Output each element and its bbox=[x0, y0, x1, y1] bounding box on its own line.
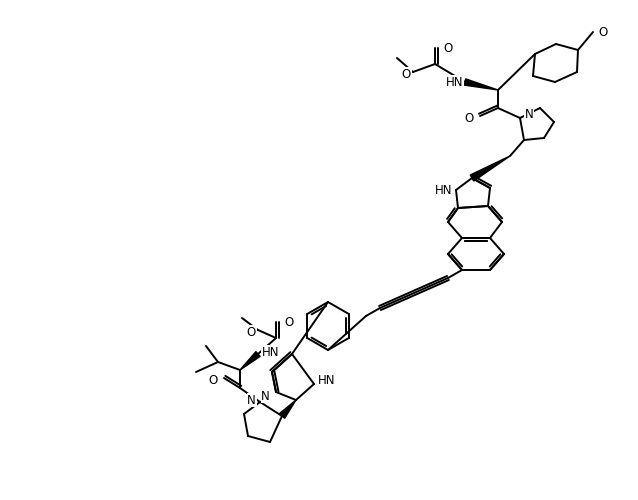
Text: O: O bbox=[464, 112, 474, 124]
Polygon shape bbox=[240, 352, 260, 370]
Text: HN: HN bbox=[434, 184, 452, 196]
Text: N: N bbox=[261, 390, 270, 402]
Text: HN: HN bbox=[262, 346, 279, 358]
Text: O: O bbox=[209, 374, 218, 386]
Polygon shape bbox=[279, 400, 296, 418]
Text: HN: HN bbox=[445, 76, 463, 88]
Text: O: O bbox=[402, 68, 411, 80]
Text: O: O bbox=[443, 42, 452, 54]
Polygon shape bbox=[470, 156, 510, 181]
Text: O: O bbox=[598, 26, 607, 38]
Text: O: O bbox=[284, 316, 293, 328]
Text: HN: HN bbox=[318, 374, 336, 386]
Text: O: O bbox=[247, 326, 256, 338]
Text: N: N bbox=[248, 394, 256, 406]
Text: N: N bbox=[525, 108, 534, 122]
Polygon shape bbox=[464, 79, 498, 90]
